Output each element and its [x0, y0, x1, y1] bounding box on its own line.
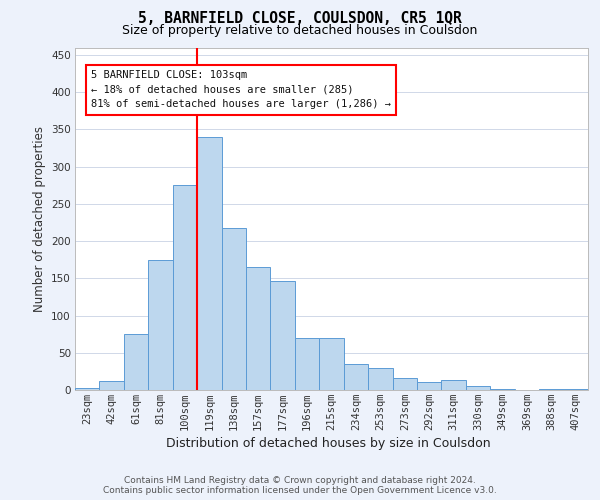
- Bar: [368, 368, 392, 390]
- Bar: [75, 388, 100, 390]
- Bar: [295, 338, 319, 390]
- Text: 5, BARNFIELD CLOSE, COULSDON, CR5 1QR: 5, BARNFIELD CLOSE, COULSDON, CR5 1QR: [138, 11, 462, 26]
- Bar: [466, 386, 490, 390]
- Y-axis label: Number of detached properties: Number of detached properties: [32, 126, 46, 312]
- Bar: [392, 378, 417, 390]
- Bar: [344, 364, 368, 390]
- Bar: [271, 280, 295, 390]
- Bar: [197, 137, 221, 390]
- Text: Contains public sector information licensed under the Open Government Licence v3: Contains public sector information licen…: [103, 486, 497, 495]
- Bar: [246, 267, 271, 390]
- Bar: [319, 338, 344, 390]
- Bar: [124, 334, 148, 390]
- Bar: [563, 388, 588, 390]
- Bar: [148, 260, 173, 390]
- Bar: [539, 388, 563, 390]
- Bar: [490, 388, 515, 390]
- Text: Contains HM Land Registry data © Crown copyright and database right 2024.: Contains HM Land Registry data © Crown c…: [124, 476, 476, 485]
- Bar: [173, 185, 197, 390]
- Bar: [442, 380, 466, 390]
- Text: Size of property relative to detached houses in Coulsdon: Size of property relative to detached ho…: [122, 24, 478, 37]
- Bar: [100, 381, 124, 390]
- Bar: [417, 382, 442, 390]
- Text: 5 BARNFIELD CLOSE: 103sqm
← 18% of detached houses are smaller (285)
81% of semi: 5 BARNFIELD CLOSE: 103sqm ← 18% of detac…: [91, 70, 391, 110]
- Text: Distribution of detached houses by size in Coulsdon: Distribution of detached houses by size …: [166, 438, 491, 450]
- Bar: [221, 228, 246, 390]
